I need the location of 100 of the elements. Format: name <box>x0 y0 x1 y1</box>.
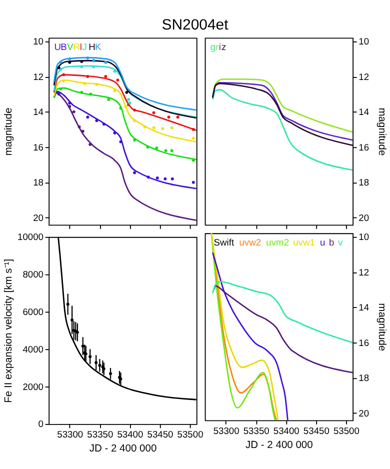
point <box>94 361 98 364</box>
line-series <box>53 90 196 190</box>
point <box>89 92 92 96</box>
series-label: K <box>95 42 102 52</box>
y-tick-label: 18 <box>358 373 370 384</box>
point <box>152 126 156 130</box>
point <box>68 57 72 60</box>
point <box>167 116 170 119</box>
x-tick-label: 53300 <box>57 430 84 440</box>
line-series <box>212 252 288 420</box>
text: uvw2 <box>239 237 262 248</box>
y-tick-label: 16 <box>33 142 44 152</box>
y-tick-label: 20 <box>358 408 370 418</box>
text: V <box>66 42 74 52</box>
point <box>146 146 150 149</box>
y-tick-label: 10 <box>358 36 370 46</box>
x-tick-label: 53400 <box>117 430 144 440</box>
text: uvm2 <box>266 237 290 248</box>
point <box>88 142 92 146</box>
y-tick-label: 16 <box>358 338 370 348</box>
line-series <box>53 56 196 111</box>
x-tick-label: 53300 <box>213 426 240 436</box>
y-tick-label: 12 <box>33 72 44 82</box>
point <box>133 138 136 142</box>
y-tick-label: 10 <box>33 36 44 46</box>
point <box>86 75 90 78</box>
line-series <box>212 78 353 133</box>
y-tick-label: 8000 <box>22 270 44 280</box>
y-tick-label: 10000 <box>18 232 44 242</box>
line-series <box>53 87 196 160</box>
line-series <box>53 79 196 143</box>
point <box>125 90 128 94</box>
point <box>146 176 150 179</box>
point <box>98 364 102 367</box>
y-tick-label: 4000 <box>22 344 44 354</box>
text: r <box>216 42 219 52</box>
point <box>170 149 174 152</box>
point <box>192 128 195 131</box>
point <box>113 70 116 73</box>
text: u <box>320 237 326 248</box>
x-tick-label: 53400 <box>273 426 300 436</box>
point <box>59 60 62 64</box>
chart-title: SN2004et <box>162 16 230 34</box>
point <box>104 75 108 78</box>
x-tick-label: 53450 <box>303 426 330 436</box>
point <box>72 110 76 114</box>
line-series <box>212 89 353 171</box>
text: v <box>338 237 343 248</box>
series-label: H <box>88 42 96 52</box>
point <box>170 177 174 180</box>
y-tick-label: 6000 <box>22 306 44 317</box>
point <box>113 89 116 92</box>
point <box>156 176 159 180</box>
y-tick-label: 18 <box>358 178 370 188</box>
point <box>113 132 116 134</box>
y-tick-label: 20 <box>358 212 370 223</box>
point <box>176 116 180 119</box>
y-tick-label: 18 <box>33 178 44 188</box>
text: b <box>329 237 334 248</box>
x-axis-title: JD - 2 400 000 <box>246 440 314 451</box>
point <box>81 344 84 348</box>
point <box>102 122 106 126</box>
y-axis-title: Fe II expansion velocity [km s⁻¹] <box>4 258 15 403</box>
x-tick-label: 53350 <box>243 426 270 436</box>
point <box>68 60 72 64</box>
point <box>92 65 96 68</box>
y-tick-label: 2000 <box>22 382 44 392</box>
x-tick-label: 53450 <box>147 430 174 440</box>
x-tick-label: 53350 <box>87 430 114 440</box>
text: I <box>80 42 82 52</box>
line-series <box>212 280 353 344</box>
point <box>80 60 84 63</box>
y-tick-label: 20 <box>33 212 44 223</box>
y-axis-title: magnitude <box>4 107 15 156</box>
text: R <box>73 42 80 52</box>
y-axis-title: magnitude <box>376 303 388 352</box>
y-tick-label: 0 <box>38 419 44 430</box>
x-tick-label: 53500 <box>177 430 204 440</box>
point <box>127 98 130 101</box>
point <box>81 130 84 133</box>
point <box>155 146 158 150</box>
text: uvw1 <box>293 237 315 248</box>
y-tick-label: 10 <box>358 232 370 242</box>
point <box>95 119 98 122</box>
text: z <box>221 42 226 52</box>
y-tick-label: 14 <box>358 107 370 118</box>
point <box>80 90 84 94</box>
x-tick-label: 53500 <box>333 426 360 436</box>
point <box>116 78 120 82</box>
point <box>68 105 72 108</box>
point <box>95 82 98 86</box>
point <box>119 106 122 110</box>
y-tick-label: 16 <box>358 142 370 152</box>
point <box>143 125 146 128</box>
point <box>78 125 81 128</box>
y-tick-label: 14 <box>33 107 44 118</box>
point <box>62 73 66 76</box>
point <box>88 355 92 358</box>
y-tick-label: 12 <box>358 267 370 278</box>
point <box>192 136 195 140</box>
